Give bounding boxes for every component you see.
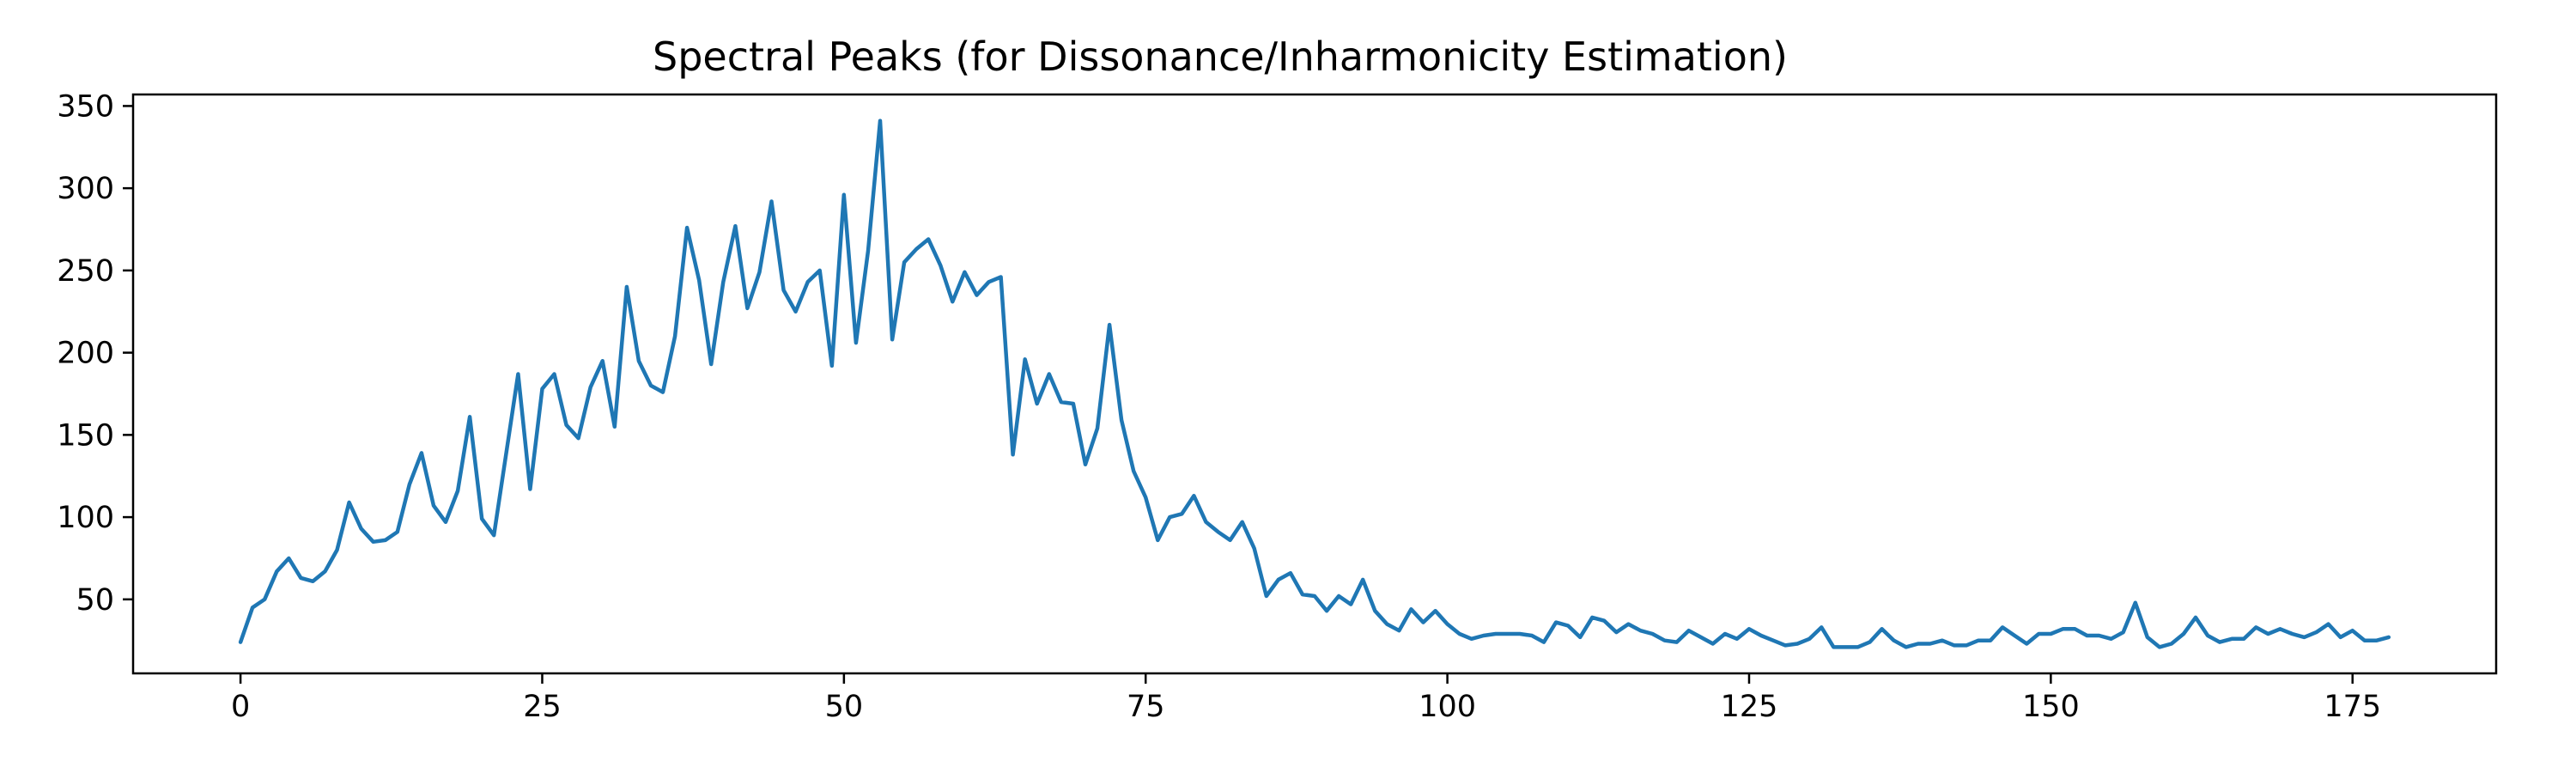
- y-tick-label: 50: [76, 583, 114, 618]
- x-tick-label: 50: [825, 690, 864, 724]
- y-tick-label: 300: [57, 172, 114, 206]
- x-tick-label: 25: [523, 690, 562, 724]
- x-tick-label: 100: [1419, 690, 1476, 724]
- y-tick-label: 250: [57, 254, 114, 289]
- x-tick-label: 175: [2324, 690, 2381, 724]
- y-tick-label: 150: [57, 418, 114, 453]
- chart-title: Spectral Peaks (for Dissonance/Inharmoni…: [653, 33, 1788, 80]
- plot-frame: [131, 93, 2498, 675]
- y-axis: 50 100 150 200 250 300 350: [57, 89, 133, 618]
- y-tick-label: 200: [57, 337, 114, 371]
- y-tick-label: 350: [57, 89, 114, 124]
- series-line: [238, 119, 2391, 649]
- x-tick-label: 75: [1127, 690, 1165, 724]
- plot-area: [238, 119, 2391, 649]
- x-tick-label: 150: [2022, 690, 2080, 724]
- x-tick-label: 0: [231, 690, 250, 724]
- x-axis: 0 25 50 75 100 125 150 175: [231, 673, 2381, 724]
- x-tick-label: 125: [1721, 690, 1778, 724]
- y-tick-label: 100: [57, 501, 114, 535]
